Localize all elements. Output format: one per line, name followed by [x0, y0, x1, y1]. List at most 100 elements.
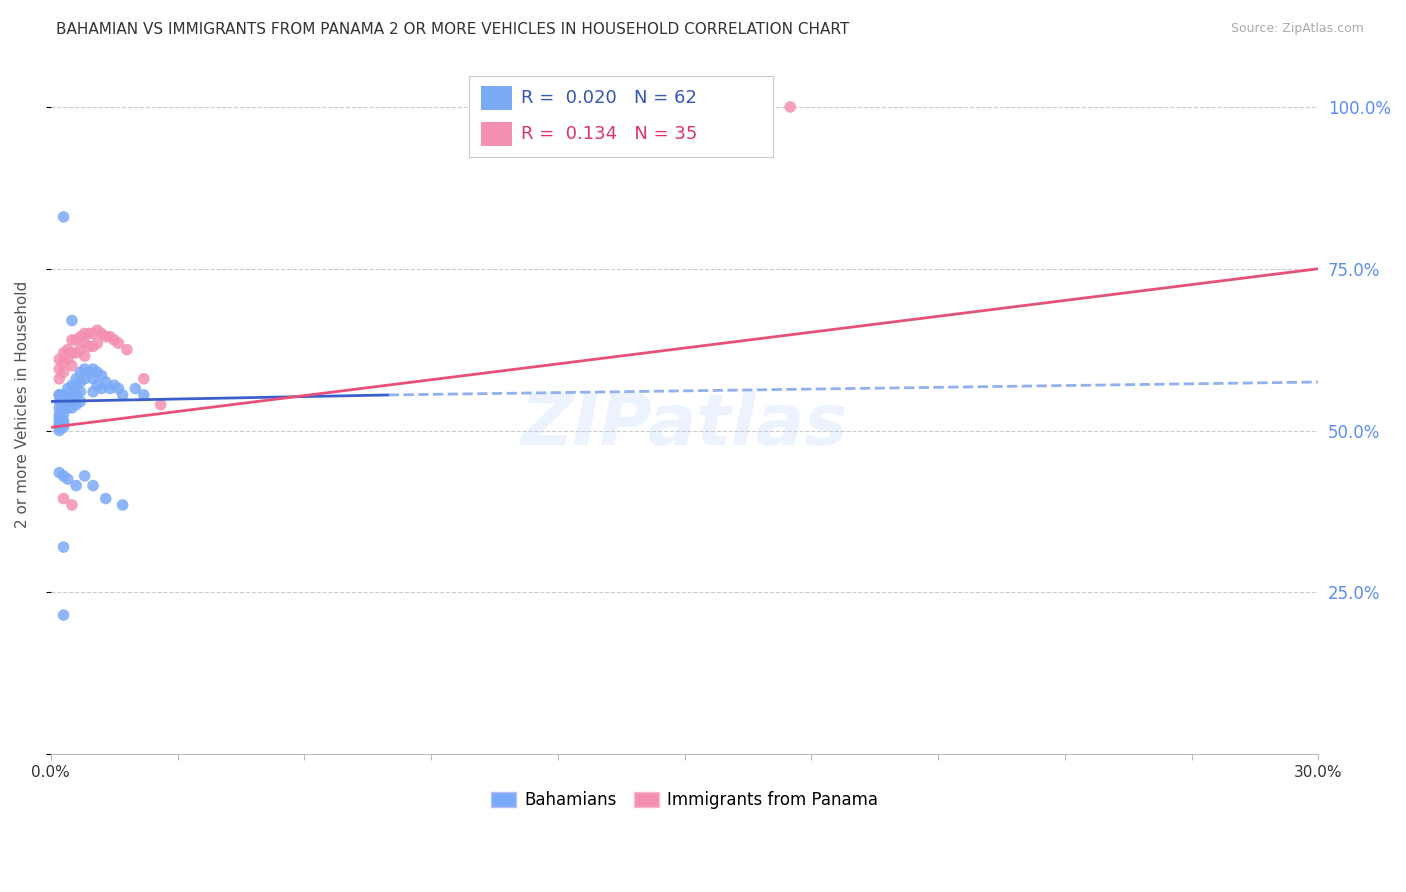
Point [73, 372, 96, 386]
Point [107, 336, 129, 351]
Point [65, 478, 87, 492]
Point [48, 388, 70, 402]
Point [73, 326, 96, 341]
Point [90, 326, 112, 341]
Point [94, 491, 117, 506]
Point [82, 478, 104, 492]
Point [86, 336, 108, 351]
Point [52, 346, 75, 360]
Point [56, 382, 79, 396]
Point [60, 346, 83, 360]
Point [82, 339, 104, 353]
Point [77, 339, 100, 353]
Point [48, 352, 70, 367]
Point [69, 394, 91, 409]
Point [48, 388, 70, 402]
Point [82, 326, 104, 341]
Point [52, 401, 75, 415]
Point [65, 388, 87, 402]
Point [52, 491, 75, 506]
Point [48, 372, 70, 386]
Point [65, 346, 87, 360]
Point [52, 356, 75, 370]
Point [52, 420, 75, 434]
Point [48, 394, 70, 409]
Point [52, 540, 75, 554]
Point [65, 398, 87, 412]
Point [82, 372, 104, 386]
Point [65, 333, 87, 347]
Text: ZIPatlas: ZIPatlas [520, 392, 848, 460]
Point [48, 362, 70, 376]
Text: BAHAMIAN VS IMMIGRANTS FROM PANAMA 2 OR MORE VEHICLES IN HOUSEHOLD CORRELATION C: BAHAMIAN VS IMMIGRANTS FROM PANAMA 2 OR … [56, 22, 849, 37]
Point [73, 336, 96, 351]
Point [48, 417, 70, 431]
Point [56, 343, 79, 357]
Point [69, 375, 91, 389]
Point [48, 424, 70, 438]
Point [48, 420, 70, 434]
Point [73, 349, 96, 363]
Point [65, 378, 87, 392]
Point [48, 414, 70, 428]
Point [86, 365, 108, 379]
Point [111, 388, 134, 402]
Point [60, 313, 83, 327]
Point [107, 382, 129, 396]
Point [94, 329, 117, 343]
Point [77, 326, 100, 341]
Point [90, 368, 112, 383]
Point [52, 468, 75, 483]
Point [103, 378, 125, 392]
Point [52, 408, 75, 422]
Point [56, 352, 79, 367]
Point [60, 384, 83, 399]
Point [115, 343, 138, 357]
Point [98, 329, 121, 343]
Point [52, 394, 75, 409]
Point [90, 382, 112, 396]
Point [52, 210, 75, 224]
Point [52, 414, 75, 428]
Point [98, 382, 121, 396]
Point [56, 388, 79, 402]
Point [48, 410, 70, 425]
Point [69, 384, 91, 399]
Point [52, 365, 75, 379]
Point [60, 401, 83, 415]
Point [124, 382, 146, 396]
Point [86, 378, 108, 392]
Point [52, 417, 75, 431]
Point [60, 378, 83, 392]
Text: Source: ZipAtlas.com: Source: ZipAtlas.com [1230, 22, 1364, 36]
Point [56, 472, 79, 486]
Point [86, 323, 108, 337]
Point [48, 466, 70, 480]
Point [69, 343, 91, 357]
Point [69, 329, 91, 343]
Point [60, 359, 83, 373]
Point [56, 394, 79, 409]
Point [73, 362, 96, 376]
Point [48, 408, 70, 422]
Point [132, 372, 155, 386]
Point [52, 608, 75, 623]
Point [52, 388, 75, 402]
Point [65, 372, 87, 386]
Point [103, 333, 125, 347]
Point [111, 498, 134, 512]
Point [60, 333, 83, 347]
Point [60, 498, 83, 512]
Point [60, 394, 83, 409]
Point [149, 398, 172, 412]
Point [779, 100, 801, 114]
Legend: Bahamians, Immigrants from Panama: Bahamians, Immigrants from Panama [485, 784, 884, 816]
Point [69, 365, 91, 379]
Y-axis label: 2 or more Vehicles in Household: 2 or more Vehicles in Household [15, 281, 30, 528]
Point [77, 365, 100, 379]
Point [82, 362, 104, 376]
Point [82, 384, 104, 399]
Point [48, 401, 70, 415]
Point [56, 401, 79, 415]
Point [132, 388, 155, 402]
